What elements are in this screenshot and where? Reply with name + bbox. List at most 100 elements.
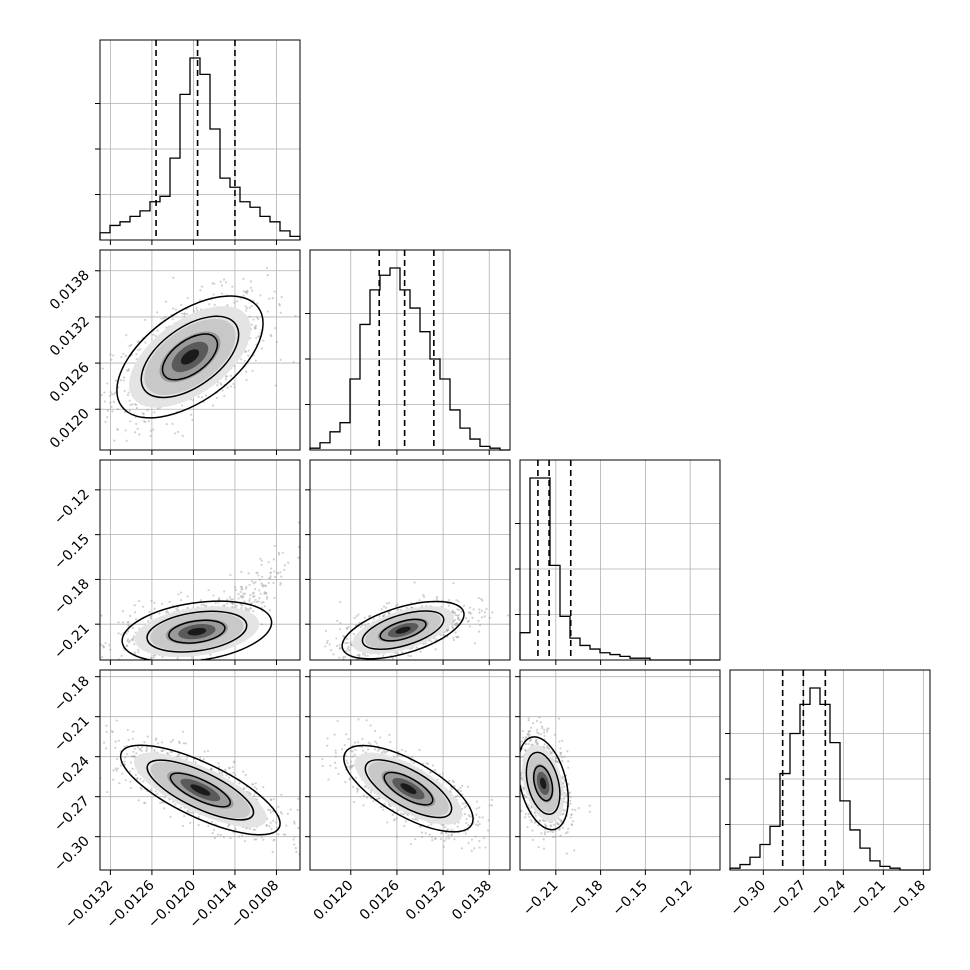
scatter-point [472, 608, 475, 611]
scatter-point [271, 297, 274, 300]
scatter-point [134, 773, 137, 777]
scatter-point [375, 797, 379, 801]
scatter-point [333, 733, 336, 736]
scatter-point [147, 663, 149, 665]
scatter-point [116, 408, 120, 411]
density-panel-3-1 [309, 669, 511, 871]
scatter-point [329, 764, 332, 767]
scatter-point [237, 593, 240, 596]
scatter-point [297, 797, 300, 800]
scatter-point [404, 820, 407, 823]
scatter-point [241, 588, 244, 591]
scatter-point [486, 829, 490, 832]
scatter-point [352, 632, 355, 636]
scatter-point [115, 719, 118, 722]
scatter-point [229, 598, 233, 601]
scatter-point [161, 667, 163, 669]
scatter-point [125, 334, 128, 337]
scatter-point [234, 586, 237, 589]
scatter-point [116, 757, 119, 760]
scatter-point [350, 750, 353, 753]
scatter-point [143, 741, 146, 744]
scatter-point [101, 644, 104, 647]
scatter-point [430, 640, 433, 643]
scatter-point [161, 602, 164, 605]
scatter-point [358, 654, 361, 657]
scatter-point [456, 794, 459, 797]
scatter-point [228, 766, 231, 769]
scatter-point [244, 350, 247, 353]
scatter-point [265, 266, 269, 269]
scatter-point [410, 755, 414, 758]
scatter-point [164, 315, 167, 319]
scatter-point [425, 762, 428, 765]
scatter-point [326, 639, 329, 642]
scatter-point [128, 770, 132, 773]
scatter-point [393, 651, 396, 654]
scatter-point [362, 794, 366, 797]
scatter-point [419, 825, 422, 828]
scatter-point [326, 744, 329, 747]
scatter-point [241, 604, 244, 607]
scatter-point [217, 762, 220, 765]
scatter-point [144, 318, 147, 321]
scatter-point [123, 411, 126, 414]
scatter-point [448, 837, 451, 840]
scatter-point [182, 664, 184, 666]
scatter-point [105, 724, 108, 727]
scatter-point [153, 601, 156, 604]
scatter-point [378, 797, 381, 800]
scatter-point [388, 733, 391, 736]
scatter-point [378, 661, 380, 663]
scatter-point [459, 786, 462, 789]
scatter-point [561, 826, 564, 830]
scatter-point [149, 429, 153, 432]
scatter-point [213, 303, 216, 306]
density-panel-2-1 [309, 459, 511, 666]
density-content [100, 266, 297, 442]
scatter-point [211, 832, 214, 835]
scatter-point [527, 730, 531, 733]
scatter-point [418, 599, 421, 602]
scatter-point [352, 664, 354, 666]
scatter-point [273, 544, 276, 547]
scatter-point [131, 767, 134, 770]
scatter-point [201, 666, 203, 668]
scatter-point [347, 737, 350, 741]
scatter-point [127, 369, 130, 372]
scatter-point [354, 776, 358, 779]
scatter-point [122, 379, 125, 382]
scatter-point [457, 600, 460, 603]
scatter-point [361, 653, 364, 656]
scatter-point [153, 750, 156, 754]
scatter-point [450, 788, 453, 791]
scatter-point [131, 638, 135, 642]
scatter-point [142, 412, 145, 415]
scatter-point [102, 645, 105, 648]
scatter-point [171, 739, 174, 742]
scatter-point [473, 642, 477, 645]
scatter-point [563, 809, 566, 812]
scatter-point [100, 393, 103, 397]
scatter-point [350, 766, 353, 769]
scatter-point [175, 607, 178, 610]
hist-frame [729, 669, 931, 871]
hist-panel-bg [520, 460, 720, 660]
scatter-point [442, 633, 445, 637]
scatter-point [232, 771, 235, 774]
scatter-point [561, 777, 564, 780]
scatter-point [455, 635, 458, 638]
scatter-point [220, 284, 224, 287]
scatter-point [380, 608, 383, 611]
scatter-point [86, 670, 88, 672]
contour-line-0 [161, 333, 219, 381]
scatter-point [413, 818, 416, 821]
scatter-point [233, 386, 236, 389]
scatter-point [244, 305, 247, 308]
scatter-point [369, 724, 372, 727]
scatter-point [125, 644, 129, 647]
scatter-point [293, 822, 296, 825]
scatter-point [129, 780, 132, 783]
scatter-point [260, 584, 263, 587]
scatter-point [127, 641, 131, 644]
